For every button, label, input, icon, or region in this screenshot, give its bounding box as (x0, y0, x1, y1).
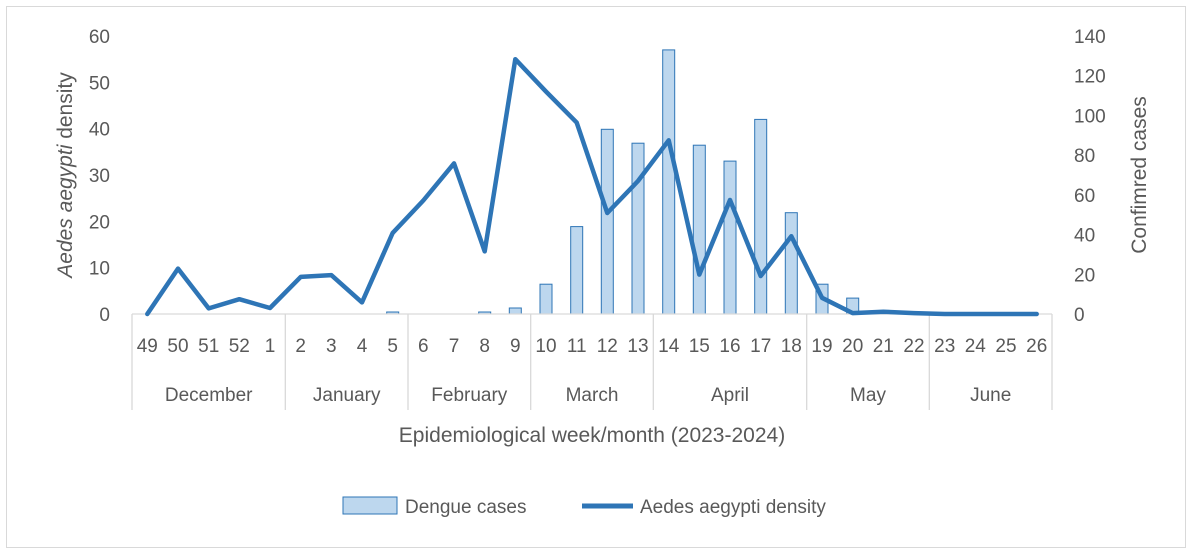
aedes-density-line (145, 56, 1039, 317)
week-label: 8 (479, 336, 490, 357)
legend: Dengue cases Aedes aegypti density (342, 496, 826, 518)
week-label: 5 (387, 336, 398, 357)
week-label: 25 (995, 336, 1016, 357)
week-label: 17 (750, 336, 771, 357)
right-axis-ticks: 0 20 40 60 80 100 120 140 (1074, 27, 1106, 326)
week-label: 24 (965, 336, 987, 357)
week-label: 7 (449, 336, 460, 357)
month-label: February (431, 385, 508, 406)
legend-label-aedes-density: Aedes aegypti density (640, 497, 826, 518)
bar-week-15 (692, 144, 706, 315)
month-label: April (711, 385, 749, 406)
week-label: 10 (535, 336, 556, 357)
bar-week-14 (662, 49, 676, 315)
week-label: 26 (1026, 336, 1047, 357)
week-label: 6 (418, 336, 429, 357)
week-label: 49 (137, 336, 158, 357)
week-label: 11 (567, 336, 587, 357)
week-label: 52 (229, 336, 250, 357)
week-label: 23 (934, 336, 955, 357)
left-tick-label: 40 (89, 120, 110, 141)
left-tick-label: 0 (99, 305, 110, 326)
bar-week-16 (723, 160, 737, 315)
left-axis-title: Aedes aegypti density (54, 72, 77, 280)
month-labels: December January February March April May June (131, 314, 1053, 410)
bar-week-12 (600, 128, 614, 315)
week-label: 22 (903, 336, 924, 357)
left-tick-label: 20 (89, 212, 110, 233)
month-label: June (970, 385, 1011, 406)
month-label: March (566, 385, 619, 406)
week-label: 20 (842, 336, 863, 357)
x-axis-title: Epidemiological week/month (2023-2024) (399, 424, 785, 447)
bar-week-17 (754, 118, 768, 315)
legend-swatch-dengue-cases (342, 496, 398, 515)
week-labels: 49 50 51 52 1 2 3 4 5 6 7 8 9 10 11 12 13 14 15 16 17 18 19 20 2… (137, 336, 1048, 357)
month-label: December (165, 385, 253, 406)
chart-frame (6, 6, 1186, 548)
left-tick-label: 60 (89, 27, 110, 48)
week-label: 21 (873, 336, 894, 357)
week-label: 9 (510, 336, 521, 357)
month-label: May (850, 385, 886, 406)
bar-week-13 (631, 142, 645, 315)
bar-week-9 (508, 307, 522, 315)
week-label: 1 (265, 336, 276, 357)
week-label: 16 (719, 336, 740, 357)
aedes-density-polyline (145, 56, 1039, 317)
week-label: 3 (326, 336, 337, 357)
legend-label-dengue-cases: Dengue cases (405, 497, 526, 518)
right-tick-label: 60 (1074, 186, 1095, 207)
week-label: 4 (357, 336, 368, 357)
week-label: 19 (811, 336, 832, 357)
week-label: 12 (597, 336, 618, 357)
left-tick-label: 50 (89, 73, 110, 94)
dengue-cases-bars (386, 49, 860, 315)
bar-week-10 (539, 283, 553, 315)
bar-week-18 (784, 212, 798, 315)
right-tick-label: 20 (1074, 265, 1095, 286)
bar-week-11 (570, 226, 584, 315)
right-tick-label: 80 (1074, 146, 1095, 167)
right-tick-label: 0 (1074, 305, 1085, 326)
week-label: 2 (295, 336, 306, 357)
left-tick-label: 30 (89, 166, 110, 187)
left-axis-ticks: 0 10 20 30 40 50 60 (89, 27, 110, 326)
right-tick-label: 100 (1074, 106, 1106, 127)
week-label: 15 (689, 336, 710, 357)
week-label: 13 (627, 336, 648, 357)
week-label: 51 (198, 336, 219, 357)
right-axis-title: Confimred cases (1128, 96, 1151, 254)
month-label: January (313, 385, 381, 406)
right-tick-label: 40 (1074, 226, 1095, 247)
right-tick-label: 120 (1074, 67, 1106, 88)
week-label: 14 (658, 336, 680, 357)
week-label: 50 (167, 336, 188, 357)
right-tick-label: 140 (1074, 27, 1106, 48)
week-label: 18 (781, 336, 802, 357)
left-tick-label: 10 (89, 259, 110, 280)
